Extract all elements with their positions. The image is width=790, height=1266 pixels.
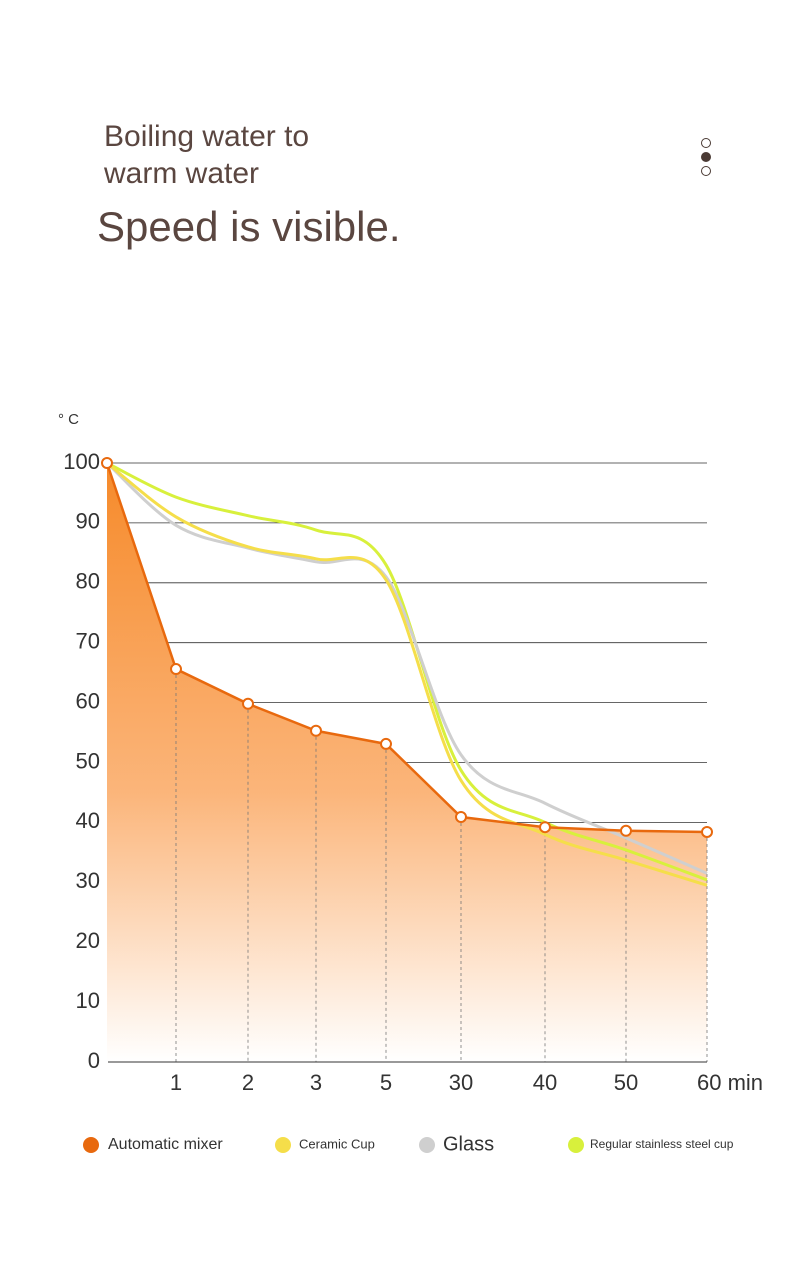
x-tick-label: 1 bbox=[170, 1070, 182, 1095]
chart-subtitle: Speed is visible. bbox=[97, 203, 401, 250]
y-tick-label: 40 bbox=[76, 808, 100, 833]
data-point bbox=[539, 821, 551, 834]
x-tick-label: 50 bbox=[614, 1070, 638, 1095]
legend-swatch bbox=[568, 1137, 584, 1153]
pager-dot bbox=[701, 166, 711, 176]
y-tick-label: 30 bbox=[76, 868, 100, 893]
legend-label: Regular stainless steel cup bbox=[590, 1137, 734, 1151]
y-tick-label: 90 bbox=[76, 509, 100, 534]
x-tick-label: 5 bbox=[380, 1070, 392, 1095]
x-tick-label: 2 bbox=[242, 1070, 254, 1095]
y-tick-label: 60 bbox=[76, 688, 100, 713]
chart-title: Boiling water to warm water bbox=[104, 120, 310, 190]
x-tick-label: 40 bbox=[533, 1070, 557, 1095]
x-tick-label: 30 bbox=[449, 1070, 473, 1095]
legend-swatch bbox=[83, 1137, 99, 1153]
x-tick-label: 3 bbox=[310, 1070, 322, 1095]
y-tick-label: 80 bbox=[76, 569, 100, 594]
area bbox=[107, 463, 707, 1062]
pager-dot bbox=[701, 152, 711, 162]
series-line bbox=[106, 461, 708, 882]
y-tick-label: 0 bbox=[88, 1048, 100, 1073]
y-tick-label: 10 bbox=[76, 988, 100, 1013]
y-axis-label: ° C bbox=[58, 411, 79, 428]
data-point bbox=[455, 811, 467, 824]
data-point bbox=[170, 663, 182, 676]
legend-label: Automatic mixer bbox=[108, 1136, 223, 1153]
data-point bbox=[101, 457, 113, 469]
series-line bbox=[106, 461, 708, 887]
legend-swatch bbox=[275, 1137, 291, 1153]
data-point bbox=[242, 697, 254, 710]
legend-label: Glass bbox=[443, 1133, 494, 1155]
pager-dot bbox=[701, 138, 711, 148]
legend-swatch bbox=[419, 1137, 435, 1153]
data-point bbox=[310, 724, 322, 737]
data-point bbox=[701, 825, 713, 838]
data-point bbox=[620, 824, 632, 837]
data-point bbox=[380, 737, 392, 750]
y-tick-label: 20 bbox=[76, 928, 100, 953]
y-tick-label: 50 bbox=[76, 748, 100, 773]
legend-label: Ceramic Cup bbox=[299, 1136, 375, 1151]
x-tick-label: 60 min bbox=[697, 1070, 763, 1095]
series-line bbox=[105, 461, 708, 875]
y-tick-label: 70 bbox=[76, 629, 100, 654]
y-tick-label: 100 bbox=[63, 449, 100, 474]
